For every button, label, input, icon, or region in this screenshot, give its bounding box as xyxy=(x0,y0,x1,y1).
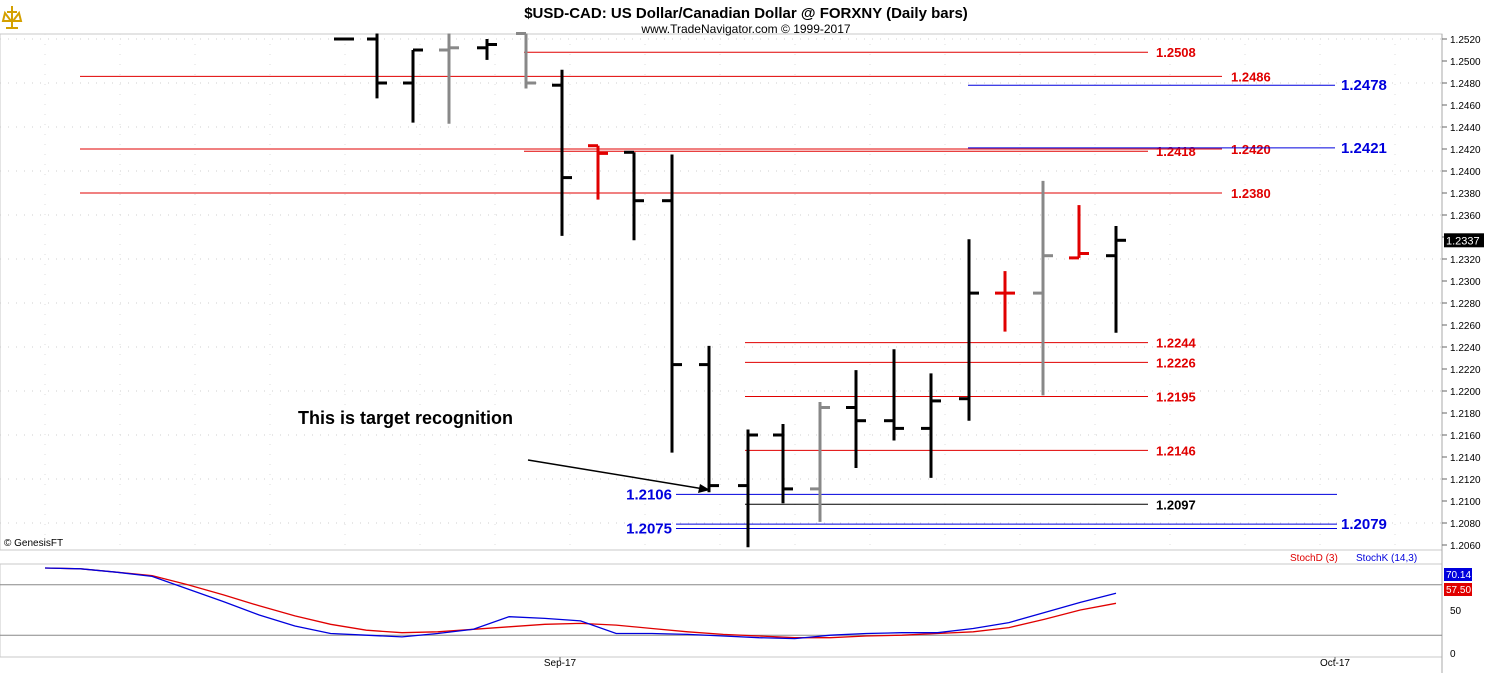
level-label: 1.2226 xyxy=(1156,355,1196,370)
stoch-k-last-label: 70.14 xyxy=(1446,570,1471,581)
price-tick-label: 1.2080 xyxy=(1450,519,1481,530)
level-label: 1.2244 xyxy=(1156,336,1197,351)
ohlc-bar xyxy=(921,373,941,478)
level-label: 1.2075 xyxy=(626,521,672,538)
stoch-tick-label: 50 xyxy=(1450,606,1462,617)
ohlc-bar xyxy=(995,271,1015,332)
target-levels: 1.2508 1.2486 1.2478 1.2418 1.2420 1.2421 1.23… xyxy=(80,45,1387,538)
chart-subtitle: www.TradeNavigator.com © 1999-2017 xyxy=(640,22,850,36)
chart-title: $USD-CAD: US Dollar/Canadian Dollar @ FO… xyxy=(524,5,968,22)
level-label: 1.2508 xyxy=(1156,45,1196,60)
level-label: 1.2146 xyxy=(1156,443,1196,458)
price-tick-label: 1.2120 xyxy=(1450,475,1481,486)
level-label: 1.2420 xyxy=(1231,142,1271,157)
price-tick-label: 1.2060 xyxy=(1450,541,1481,552)
ohlc-bar xyxy=(367,33,387,99)
level-label: 1.2421 xyxy=(1341,140,1387,157)
price-tick-label: 1.2460 xyxy=(1450,101,1481,112)
ohlc-bar xyxy=(403,48,423,123)
ohlc-bar xyxy=(624,150,644,241)
price-tick-label: 1.2140 xyxy=(1450,453,1481,464)
ohlc-bar xyxy=(588,144,608,200)
ohlc-bar xyxy=(1106,226,1126,333)
price-tick-label: 1.2280 xyxy=(1450,299,1481,310)
last-price-box xyxy=(1444,233,1484,248)
level-label: 1.2097 xyxy=(1156,497,1196,512)
price-tick-label: 1.2520 xyxy=(1450,35,1481,46)
ohlc-bar xyxy=(959,239,979,421)
price-tick-label: 1.2180 xyxy=(1450,409,1481,420)
time-tick-label: Sep-17 xyxy=(544,658,577,669)
level-label: 1.2195 xyxy=(1156,390,1196,405)
level-label: 1.2478 xyxy=(1341,77,1387,94)
logo xyxy=(1,6,23,29)
annotation-arrow xyxy=(527,459,711,491)
price-tick-label: 1.2500 xyxy=(1450,57,1481,68)
ohlc-bar xyxy=(1033,180,1053,396)
stoch-d-legend: StochD (3) xyxy=(1290,553,1338,564)
scales-logo-icon xyxy=(1,6,23,29)
annotation-text: This is target recognition xyxy=(298,408,513,428)
stoch-k-legend: StochK (14,3) xyxy=(1356,553,1417,564)
price-tick-label: 1.2380 xyxy=(1450,189,1481,200)
price-tick-label: 1.2220 xyxy=(1450,365,1481,376)
price-tick-label: 1.2440 xyxy=(1450,123,1481,134)
price-grid xyxy=(0,34,1442,550)
stoch-k-last-box xyxy=(1444,568,1472,581)
stoch-tick-label: 0 xyxy=(1450,649,1456,660)
copyright-label: © GenesisFT xyxy=(4,538,63,549)
ohlc-bar xyxy=(846,370,866,468)
price-tick-label: 1.2240 xyxy=(1450,343,1481,354)
price-tick-label: 1.2260 xyxy=(1450,321,1481,332)
price-tick-label: 1.2300 xyxy=(1450,277,1481,288)
level-label: 1.2106 xyxy=(626,486,672,503)
price-tick-label: 1.2160 xyxy=(1450,431,1481,442)
ohlc-bar xyxy=(884,349,904,441)
level-label: 1.2418 xyxy=(1156,144,1196,159)
ohlc-bar xyxy=(552,69,572,236)
annotation-arrowhead xyxy=(698,484,710,493)
stoch-d-last-box xyxy=(1444,583,1472,596)
last-price-label: 1.2337 xyxy=(1446,235,1480,247)
level-label: 1.2079 xyxy=(1341,516,1387,533)
level-label: 1.2380 xyxy=(1231,186,1271,201)
price-panel-border xyxy=(0,33,1443,551)
stoch-series-line xyxy=(44,567,1117,639)
stoch-panel-border xyxy=(0,563,1443,658)
ohlc-bar xyxy=(439,33,459,124)
price-tick-label: 1.2360 xyxy=(1450,211,1481,222)
ohlc-bar xyxy=(477,39,497,60)
stoch-series-line xyxy=(44,567,1117,640)
ohlc-bar xyxy=(738,429,758,548)
ohlc-bar xyxy=(662,154,682,453)
ohlc-bar xyxy=(516,32,536,89)
stochastic-panel: StochD (3) StochK (14,3) 50 0 70.14 57.50 xyxy=(0,553,1472,660)
time-axis: Sep-17 Oct-17 xyxy=(544,657,1350,669)
chart-frame xyxy=(0,33,1443,673)
price-tick-label: 1.2480 xyxy=(1450,79,1481,90)
price-tick-label: 1.2200 xyxy=(1450,387,1481,398)
ohlc-bar xyxy=(810,402,830,522)
price-tick-label: 1.2400 xyxy=(1450,167,1481,178)
ohlc-bar xyxy=(773,424,793,504)
level-label: 1.2486 xyxy=(1231,69,1271,84)
price-tick-label: 1.2320 xyxy=(1450,255,1481,266)
price-tick-label: 1.2100 xyxy=(1450,497,1481,508)
ohlc-bars xyxy=(334,32,1126,548)
price-tick-label: 1.2420 xyxy=(1450,145,1481,156)
ohlc-bar xyxy=(1069,205,1089,260)
time-tick-label: Oct-17 xyxy=(1320,658,1350,669)
price-axis: 1.2520 1.2500 1.2480 1.2460 1.2440 1.2420 1.24… xyxy=(1442,35,1484,552)
ohlc-bar xyxy=(699,345,719,493)
stoch-d-last-label: 57.50 xyxy=(1446,585,1471,596)
